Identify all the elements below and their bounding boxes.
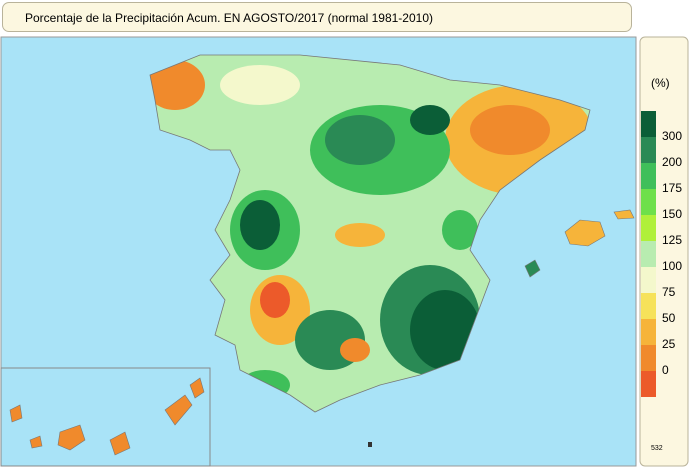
legend-label: 150 [662, 207, 682, 221]
mallorca [564, 219, 606, 247]
canarias [9, 377, 205, 456]
menorca [613, 209, 635, 220]
ibiza [524, 259, 541, 278]
legend-swatch [641, 215, 656, 241]
legend-swatch [641, 163, 656, 189]
legend-label: 300 [662, 129, 682, 143]
legend-swatch [641, 293, 656, 319]
legend-label: 125 [662, 233, 682, 247]
legend-label: 50 [662, 311, 676, 325]
title: Porcentaje de la Precipitación Acum. EN … [25, 11, 433, 25]
legend-label: 0 [662, 363, 669, 377]
legend-label: 175 [662, 181, 682, 195]
legend-swatch [641, 371, 656, 397]
code: 532 [651, 445, 663, 452]
legend-label: 75 [662, 285, 676, 299]
legend-swatch [641, 345, 656, 371]
legend: (%) 300 200 175 150 125 100 75 50 25 0 [641, 76, 682, 397]
legend-swatch [641, 319, 656, 345]
title-box: Porcentaje de la Precipitación Acum. EN … [2, 2, 632, 32]
legend-swatch [641, 267, 656, 293]
canarias-inset [0, 367, 211, 467]
legend-unit: (%) [651, 76, 670, 90]
legend-label: 200 [662, 155, 682, 169]
legend-label: 25 [662, 337, 676, 351]
islet-marker [368, 442, 372, 447]
legend-label: 100 [662, 259, 682, 273]
legend-swatch [641, 241, 656, 267]
legend-swatch [641, 137, 656, 163]
legend-swatch [641, 189, 656, 215]
legend-swatch [641, 111, 656, 137]
coastline [149, 54, 591, 413]
